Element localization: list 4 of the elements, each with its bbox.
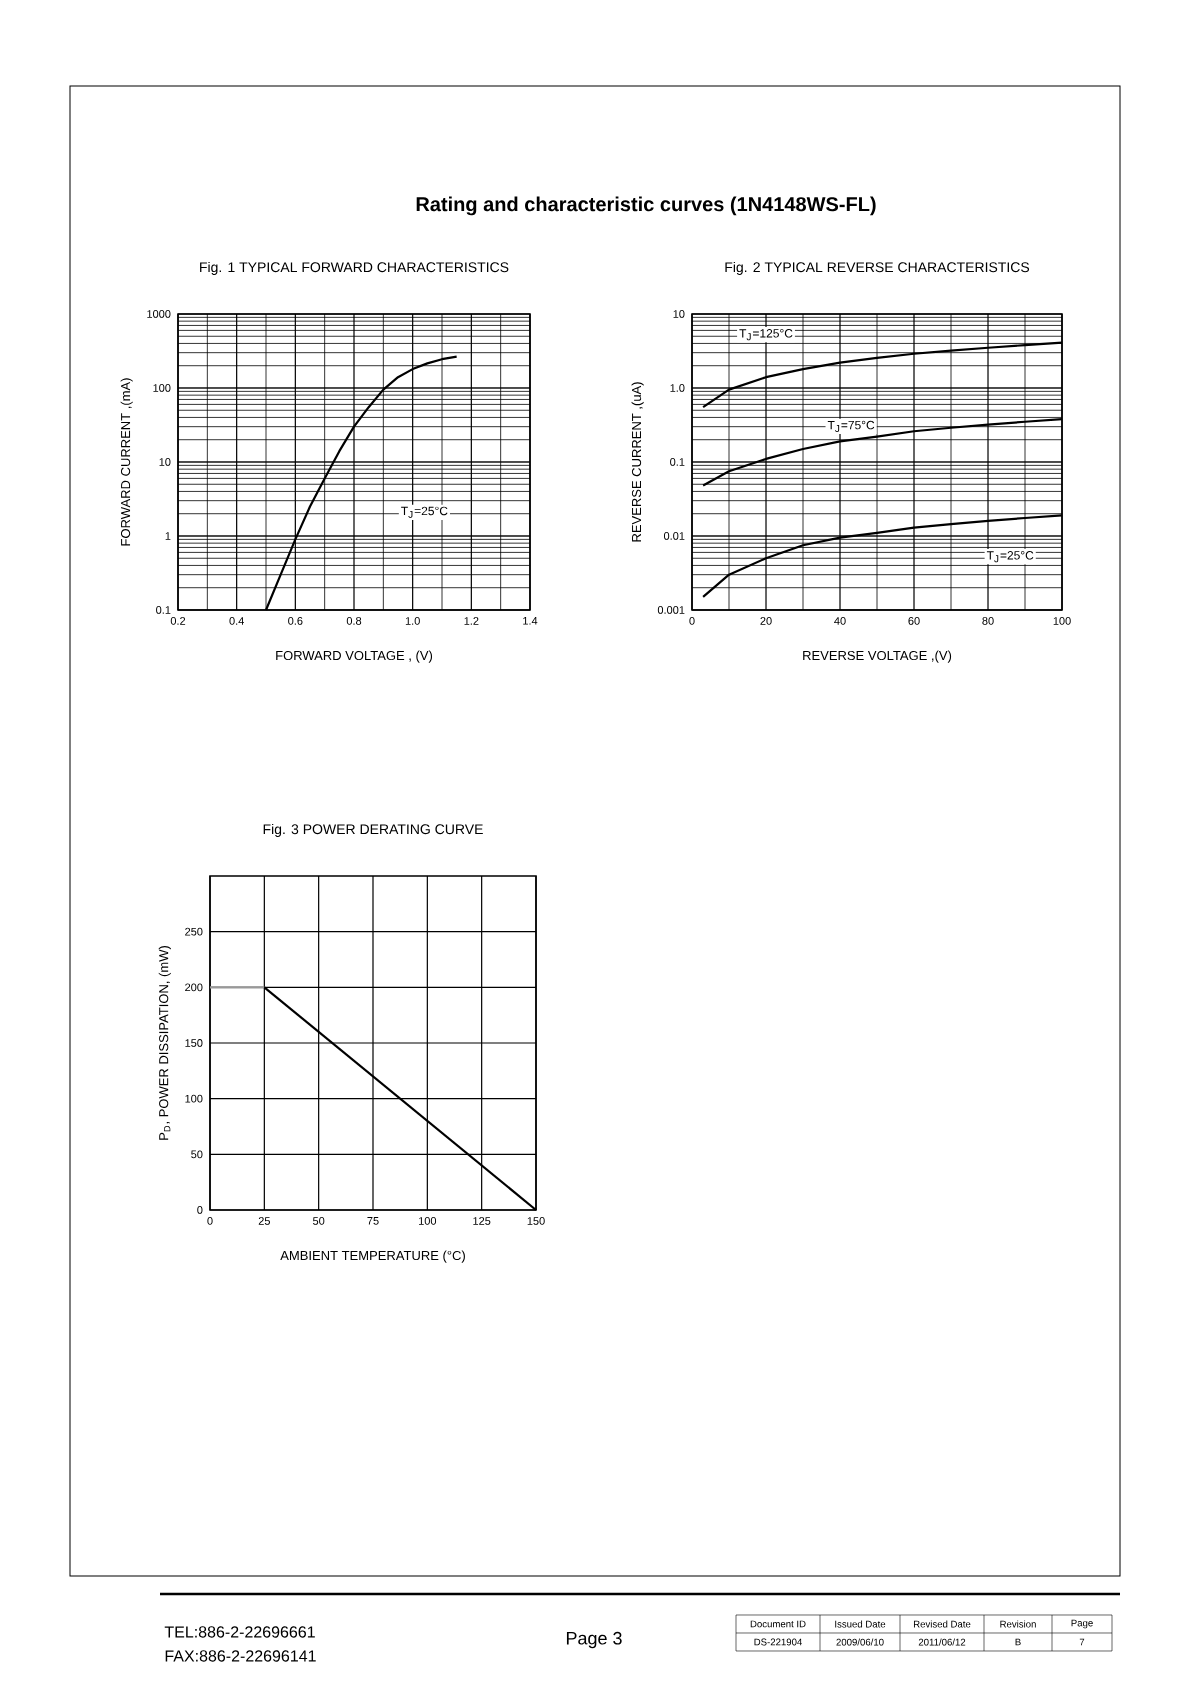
text: Page 3 (566, 1631, 622, 1649)
text: FAX:886-2-22696141 (165, 1650, 316, 1662)
text: Rating and characteristic curves (1N4148WS-FL) (416, 196, 876, 216)
text: TEL:886-2-22696661 (164, 1626, 315, 1638)
